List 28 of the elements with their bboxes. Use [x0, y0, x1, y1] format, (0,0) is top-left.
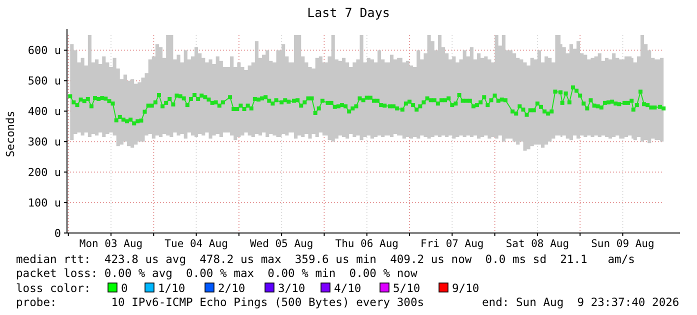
text: 5/10	[393, 282, 420, 295]
y-tick-label: 200 u	[28, 166, 61, 179]
text: 1/10	[158, 282, 186, 295]
y-tick-label: 300 u	[28, 135, 61, 148]
x-tick-label: Tue 04 Aug	[164, 238, 228, 250]
y-tick-label: 500 u	[28, 74, 61, 88]
x-tick-label: Sun 09 Aug	[591, 238, 654, 250]
text: end: Sun Aug 9 23:37:40 2026	[482, 296, 680, 309]
x-tick-label: Fri 07 Aug	[420, 238, 484, 250]
text: 3/10	[278, 282, 306, 295]
x-tick-label: Thu 06 Aug	[335, 238, 398, 250]
chart-title: Last 7 Days	[307, 5, 390, 20]
y-axis-title: Seconds	[4, 110, 17, 158]
y-tick-label: 0	[54, 226, 61, 240]
text: loss color:	[16, 282, 91, 295]
text: 9/10	[452, 282, 480, 295]
y-tick-label: 600 u	[28, 44, 61, 58]
text: packet loss: 0.00 % avg 0.00 % max 0.00 % min 0.00 % now	[16, 267, 418, 280]
text: 0	[121, 282, 128, 295]
x-tick-label: Mon 03 Aug	[79, 238, 143, 250]
text: 2/10	[218, 282, 246, 295]
x-tick-label: Wed 05 Aug	[250, 238, 314, 250]
y-tick-label: 400 u	[28, 105, 61, 118]
y-tick-label: 100 u	[28, 196, 61, 210]
x-tick-label: Sat 08 Aug	[506, 238, 570, 250]
text: 4/10	[334, 282, 362, 295]
text: median rtt: 423.8 us avg 478.2 us max 359.6 us min 409.2 us now 0.0 ms sd 21.1 am/s	[16, 253, 635, 266]
text: probe: 10 IPv6-ICMP Echo Pings (500 Bytes) every 300s	[16, 296, 424, 309]
